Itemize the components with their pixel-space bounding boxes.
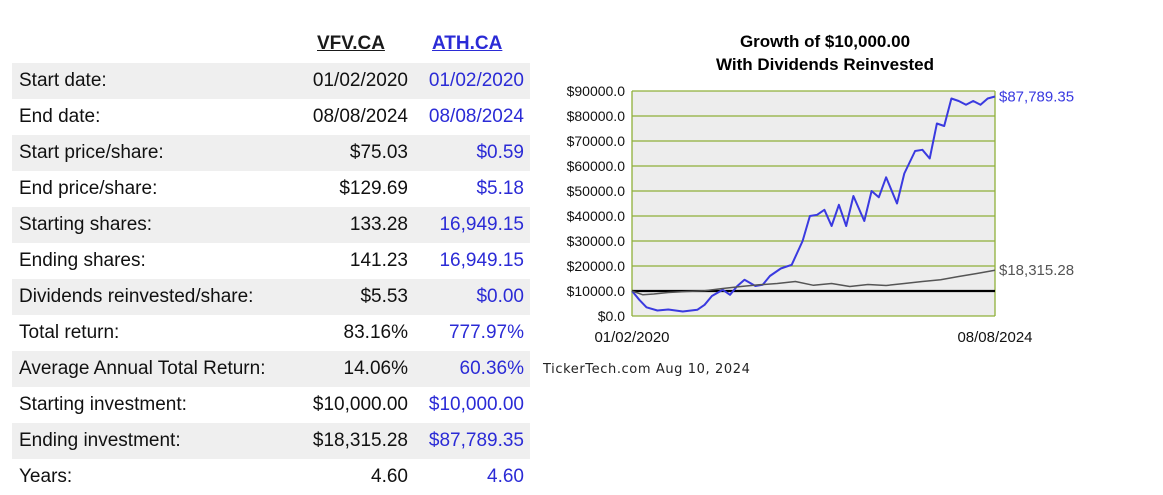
- row-label: Starting shares:: [19, 214, 153, 235]
- row-label: Ending shares:: [19, 250, 146, 271]
- y-tick-label: $40000.0: [567, 208, 626, 224]
- table-row: End date: 08/08/2024 08/08/2024: [12, 99, 530, 135]
- table-row: Ending investment: $18,315.28 $87,789.35: [12, 423, 530, 459]
- row-label: End date:: [19, 106, 101, 127]
- series-end-label: $18,315.28: [999, 262, 1074, 279]
- table-row: End price/share: $129.69 $5.18: [12, 171, 530, 207]
- row-value-ath: 08/08/2024: [428, 106, 524, 127]
- row-value-vfv: 83.16%: [343, 322, 408, 343]
- row-value-vfv: $10,000.00: [312, 394, 408, 415]
- comparison-table: VFV.CA ATH.CA Start date: 01/02/2020 01/02…: [12, 27, 530, 495]
- series-line-1: [631, 269, 996, 296]
- row-label: Total return:: [19, 322, 120, 343]
- row-value-vfv: 133.28: [349, 214, 408, 235]
- row-value-ath: $10,000.00: [428, 394, 524, 415]
- row-label: End price/share:: [19, 178, 158, 199]
- row-value-ath: 01/02/2020: [428, 70, 524, 91]
- row-label: Starting investment:: [19, 394, 187, 415]
- table-row: Start date: 01/02/2020 01/02/2020: [12, 63, 530, 99]
- y-tick-label: $30000.0: [567, 233, 626, 249]
- row-value-vfv: 141.23: [349, 250, 408, 271]
- table-row: Starting shares: 133.28 16,949.15: [12, 207, 530, 243]
- row-value-ath: 4.60: [487, 466, 524, 487]
- row-value-vfv: $129.69: [339, 178, 408, 199]
- row-label: Start date:: [19, 70, 107, 91]
- row-value-ath: 777.97%: [448, 322, 524, 343]
- table-row: Ending shares: 141.23 16,949.15: [12, 243, 530, 279]
- y-tick-label: $10000.0: [567, 283, 626, 299]
- y-tick-label: $20000.0: [567, 258, 626, 274]
- table-row: Start price/share: $75.03 $0.59: [12, 135, 530, 171]
- table-row: Years: 4.60 4.60: [12, 459, 530, 495]
- row-value-vfv: 01/02/2020: [312, 70, 408, 91]
- chart-title-line2: With Dividends Reinvested: [715, 55, 935, 74]
- y-tick-label: $50000.0: [567, 183, 626, 199]
- y-tick-label: $80000.0: [567, 108, 626, 124]
- y-tick-label: $0.0: [598, 308, 625, 324]
- row-label: Dividends reinvested/share:: [19, 286, 254, 307]
- y-tick-label: $60000.0: [567, 158, 626, 174]
- series-line-0: [631, 95, 996, 313]
- row-value-vfv: 14.06%: [343, 358, 408, 379]
- series-end-label: $87,789.35: [999, 89, 1074, 106]
- ticker-link-vfv[interactable]: VFV.CA: [317, 33, 385, 54]
- ticker-link-ath[interactable]: ATH.CA: [432, 33, 503, 54]
- row-value-ath: $0.00: [476, 286, 524, 307]
- table-header: VFV.CA ATH.CA: [12, 27, 530, 63]
- row-value-ath: $5.18: [476, 178, 524, 199]
- y-tick-label: $70000.0: [567, 133, 626, 149]
- row-label: Ending investment:: [19, 430, 181, 451]
- table-row: Dividends reinvested/share: $5.53 $0.00: [12, 279, 530, 315]
- row-value-vfv: 08/08/2024: [312, 106, 408, 127]
- row-value-ath: $87,789.35: [428, 430, 524, 451]
- growth-chart: $0.0 $10000.0 $20000.0 $30000.0 $40000.0 $500…: [567, 83, 1074, 346]
- chart-title-line1: Growth of $10,000.00: [739, 32, 911, 51]
- table-body: Start date: 01/02/2020 01/02/2020 End date:…: [12, 63, 530, 495]
- table-row: Starting investment: $10,000.00 $10,000.00: [12, 387, 530, 423]
- row-value-vfv: 4.60: [371, 466, 408, 487]
- row-value-ath: 16,949.15: [439, 214, 524, 235]
- row-label: Average Annual Total Return:: [19, 358, 266, 379]
- row-value-vfv: $18,315.28: [312, 430, 408, 451]
- row-value-ath: 60.36%: [459, 358, 524, 379]
- x-tick-label-start: 01/02/2020: [594, 329, 669, 346]
- row-label: Start price/share:: [19, 142, 164, 163]
- row-value-vfv: $75.03: [349, 142, 408, 163]
- row-value-vfv: $5.53: [360, 286, 408, 307]
- chart-source-footer: TickerTech.com Aug 10, 2024: [543, 362, 751, 377]
- row-label: Years:: [19, 466, 73, 487]
- row-value-ath: 16,949.15: [439, 250, 524, 271]
- table-row: Total return: 83.16% 777.97%: [12, 315, 530, 351]
- x-tick-label-end: 08/08/2024: [957, 329, 1032, 346]
- table-row: Average Annual Total Return: 14.06% 60.36%: [12, 351, 530, 387]
- plot-area: [632, 91, 995, 316]
- row-value-ath: $0.59: [476, 142, 524, 163]
- y-tick-label: $90000.0: [567, 83, 626, 99]
- chart-title: Growth of $10,000.00 With Dividends Rein…: [660, 30, 990, 76]
